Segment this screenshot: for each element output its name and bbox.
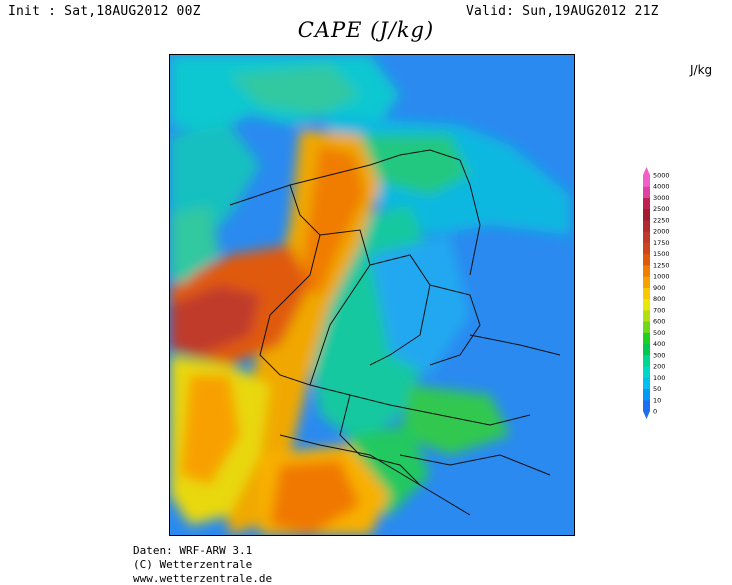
legend-swatch (643, 175, 650, 187)
country-borders (229, 149, 561, 516)
legend-swatch (643, 366, 650, 378)
legend-tick-label: 2000 (653, 228, 670, 236)
legend-swatch (643, 208, 650, 221)
cape-map (169, 54, 575, 536)
legend-top-arrow (643, 167, 650, 175)
legend-tick-label: 2250 (653, 216, 670, 224)
legend-bottom-arrow (643, 411, 650, 419)
legend-tick-label: 700 (653, 306, 665, 314)
legend-swatch (643, 264, 650, 277)
legend-tick-label: 100 (653, 374, 665, 382)
legend-swatch (643, 388, 650, 401)
legend-tick-label: 800 (653, 295, 665, 303)
legend-swatch (643, 399, 650, 412)
legend-tick-label: 300 (653, 351, 665, 359)
legend-swatch (643, 197, 650, 210)
legend-swatch (643, 186, 650, 198)
credit-line-1: Daten: WRF-ARW 3.1 (133, 544, 253, 557)
legend-swatch (643, 242, 650, 255)
legend-swatch (643, 231, 650, 243)
legend-tick-label: 4000 (653, 183, 670, 191)
legend-unit: J/kg (690, 63, 713, 77)
legend-tick-label: 1000 (653, 273, 670, 281)
legend-tick-label: 900 (653, 284, 665, 292)
legend-swatch (643, 298, 650, 311)
legend-swatch (643, 309, 650, 322)
credit-line-2: (C) Wetterzentrale (133, 558, 253, 571)
legend-tick-label: 2500 (653, 205, 670, 213)
valid-time-label: Valid: Sun,19AUG2012 21Z (466, 4, 659, 19)
legend-tick-label: 1500 (653, 250, 670, 258)
cape-field (170, 55, 574, 535)
init-time-label: Init : Sat,18AUG2012 00Z (8, 4, 201, 19)
legend-swatch (643, 219, 650, 232)
legend-tick-label: 10 (653, 396, 661, 404)
legend-swatch (643, 343, 650, 356)
legend-tick-label: 0 (653, 408, 657, 416)
cape-shading (170, 55, 570, 535)
legend-tick-label: 1250 (653, 261, 670, 269)
legend-tick-label: 500 (653, 329, 665, 337)
legend-tick-label: 50 (653, 385, 661, 393)
credit-line-3: www.wetterzentrale.de (133, 572, 273, 585)
legend-swatch (643, 377, 650, 390)
color-legend: 0 10 50 100 200 300 400 500 600 700 800 900 1000 1250… (643, 165, 713, 425)
legend-tick-label: 3000 (653, 194, 670, 202)
legend-swatch (643, 253, 650, 266)
legend-colorbar: 0 10 50 100 200 300 400 500 600 700 800 900 1000 1250… (643, 167, 670, 419)
legend-swatch (643, 276, 650, 288)
legend-tick-label: 200 (653, 363, 665, 371)
legend-tick-label: 400 (653, 340, 665, 348)
legend-tick-label: 5000 (653, 172, 670, 180)
legend-swatch (643, 332, 650, 345)
legend-swatch (643, 287, 650, 300)
map-title: CAPE (J/kg) (297, 18, 435, 42)
legend-tick-label: 1750 (653, 239, 670, 247)
legend-tick-label: 600 (653, 318, 665, 326)
legend-swatch (643, 354, 650, 367)
legend-swatch (643, 321, 650, 333)
